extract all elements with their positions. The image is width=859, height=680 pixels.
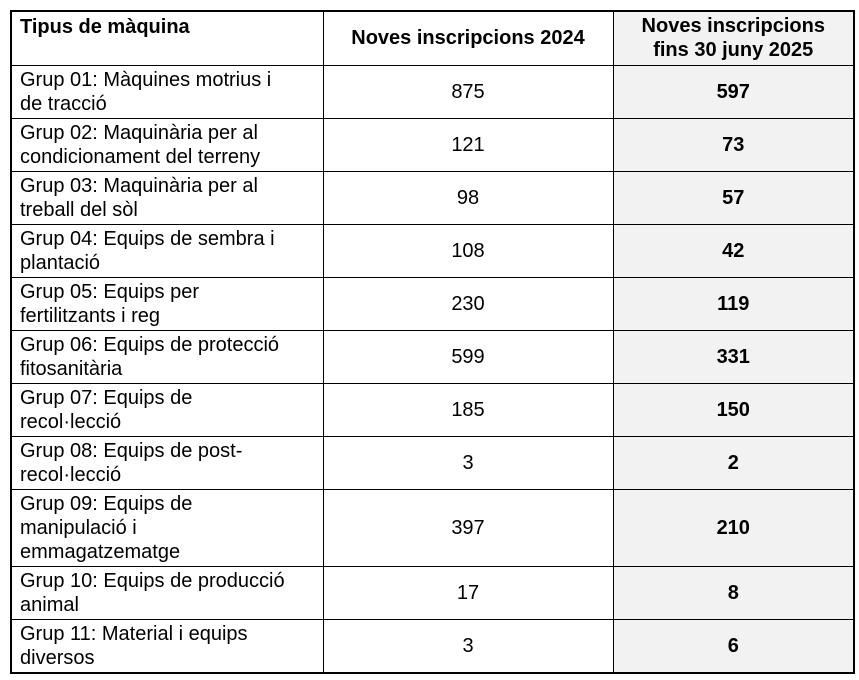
registrations-2024-cell: 108 <box>322 223 614 278</box>
header-row: Tipus de màquina Noves inscripcions 2024… <box>10 10 855 66</box>
machine-type-cell: Grup 07: Equips de recol·lecció <box>10 382 324 437</box>
machine-type-line: recol·lecció <box>20 410 122 433</box>
registrations-2024-cell: 397 <box>322 488 614 567</box>
machine-type-line: animal <box>20 593 79 616</box>
registrations-2024-cell: 185 <box>322 382 614 437</box>
registrations-2024-cell: 599 <box>322 329 614 384</box>
machine-type-line: treball del sòl <box>20 198 138 221</box>
machine-type-line: Grup 04: Equips de sembra i <box>20 227 275 250</box>
column-header-registrations-2024: Noves inscripcions 2024 <box>322 10 614 66</box>
machine-type-line: plantació <box>20 251 101 274</box>
machine-type-line: Grup 01: Màquines motrius i <box>20 68 272 91</box>
machine-type-cell: Grup 05: Equips per fertilitzants i reg <box>10 276 324 331</box>
header-2025-line-1: Noves inscripcions <box>641 15 825 38</box>
table-row: Grup 10: Equips de producció animal 17 8 <box>10 565 855 620</box>
table-row: Grup 06: Equips de protecció fitosanitàri… <box>10 329 855 384</box>
machine-type-cell: Grup 08: Equips de post-recol·lecció <box>10 435 324 490</box>
machine-type-line: Grup 08: Equips de post- <box>20 439 243 462</box>
registrations-2025-cell: 73 <box>612 117 855 172</box>
table-row: Grup 01: Màquines motrius i de tracció 875… <box>10 64 855 119</box>
header-2025-line-2: fins 30 juny 2025 <box>653 39 814 62</box>
registrations-2024-cell: 3 <box>322 435 614 490</box>
registrations-2024-cell: 17 <box>322 565 614 620</box>
machine-type-line: emmagatzematge <box>20 540 181 563</box>
machine-type-line: Grup 07: Equips de <box>20 386 193 409</box>
registrations-2025-cell: 119 <box>612 276 855 331</box>
machine-type-cell: Grup 03: Maquinària per al treball del sò… <box>10 170 324 225</box>
table-row: Grup 04: Equips de sembra i plantació 108 4… <box>10 223 855 278</box>
table-row: Grup 08: Equips de post-recol·lecció 3 2 <box>10 435 855 490</box>
machine-type-line: Grup 02: Maquinària per al <box>20 121 258 144</box>
machine-type-cell: Grup 02: Maquinària per al condicionament… <box>10 117 324 172</box>
machine-registrations-table: Tipus de màquina Noves inscripcions 2024… <box>10 10 855 674</box>
table-row: Grup 07: Equips de recol·lecció 185 150 <box>10 382 855 437</box>
machine-type-line: Grup 11: Material i equips <box>20 622 248 645</box>
table-header: Tipus de màquina Noves inscripcions 2024… <box>10 10 855 66</box>
table-row: Grup 05: Equips per fertilitzants i reg 23… <box>10 276 855 331</box>
registrations-2025-cell: 597 <box>612 64 855 119</box>
machine-type-cell: Grup 04: Equips de sembra i plantació <box>10 223 324 278</box>
machine-type-line: Grup 06: Equips de protecció <box>20 333 280 356</box>
table-row: Grup 11: Material i equips diversos 3 6 <box>10 618 855 673</box>
machine-type-line: Grup 09: Equips de <box>20 492 193 515</box>
registrations-2025-cell: 8 <box>612 565 855 620</box>
machine-type-line: manipulació i <box>20 516 137 539</box>
table-row: Grup 09: Equips de manipulació i emmagatze… <box>10 488 855 567</box>
registrations-2025-cell: 57 <box>612 170 855 225</box>
machine-type-cell: Grup 10: Equips de producció animal <box>10 565 324 620</box>
machine-type-line: fertilitzants i reg <box>20 304 161 327</box>
table-row: Grup 02: Maquinària per al condicionament… <box>10 117 855 172</box>
machine-type-cell: Grup 11: Material i equips diversos <box>10 618 324 673</box>
registrations-2025-cell: 42 <box>612 223 855 278</box>
machine-type-line: fitosanitària <box>20 357 123 380</box>
registrations-2025-cell: 6 <box>612 618 855 673</box>
machine-type-line: Grup 10: Equips de producció <box>20 569 285 592</box>
machine-type-cell: Grup 06: Equips de protecció fitosanitàri… <box>10 329 324 384</box>
registrations-2025-cell: 2 <box>612 435 855 490</box>
machine-type-line: Grup 05: Equips per <box>20 280 199 303</box>
table-row: Grup 03: Maquinària per al treball del sò… <box>10 170 855 225</box>
registrations-2025-cell: 331 <box>612 329 855 384</box>
machine-type-line: de tracció <box>20 92 107 115</box>
machine-type-line: Grup 03: Maquinària per al <box>20 174 258 197</box>
table-body: Grup 01: Màquines motrius i de tracció 875… <box>10 64 855 673</box>
registrations-2024-cell: 230 <box>322 276 614 331</box>
column-header-registrations-2025: Noves inscripcions fins 30 juny 2025 <box>612 10 855 66</box>
registrations-2024-cell: 875 <box>322 64 614 119</box>
registrations-2024-cell: 3 <box>322 618 614 673</box>
column-header-machine-type: Tipus de màquina <box>10 10 324 66</box>
registrations-2025-cell: 150 <box>612 382 855 437</box>
machine-type-cell: Grup 09: Equips de manipulació i emmagatze… <box>10 488 324 567</box>
registrations-2024-cell: 98 <box>322 170 614 225</box>
machine-type-line: recol·lecció <box>20 463 122 486</box>
machine-type-line: diversos <box>20 646 95 669</box>
registrations-2024-cell: 121 <box>322 117 614 172</box>
machine-type-cell: Grup 01: Màquines motrius i de tracció <box>10 64 324 119</box>
machine-type-line: condicionament del terreny <box>20 145 261 168</box>
registrations-2025-cell: 210 <box>612 488 855 567</box>
